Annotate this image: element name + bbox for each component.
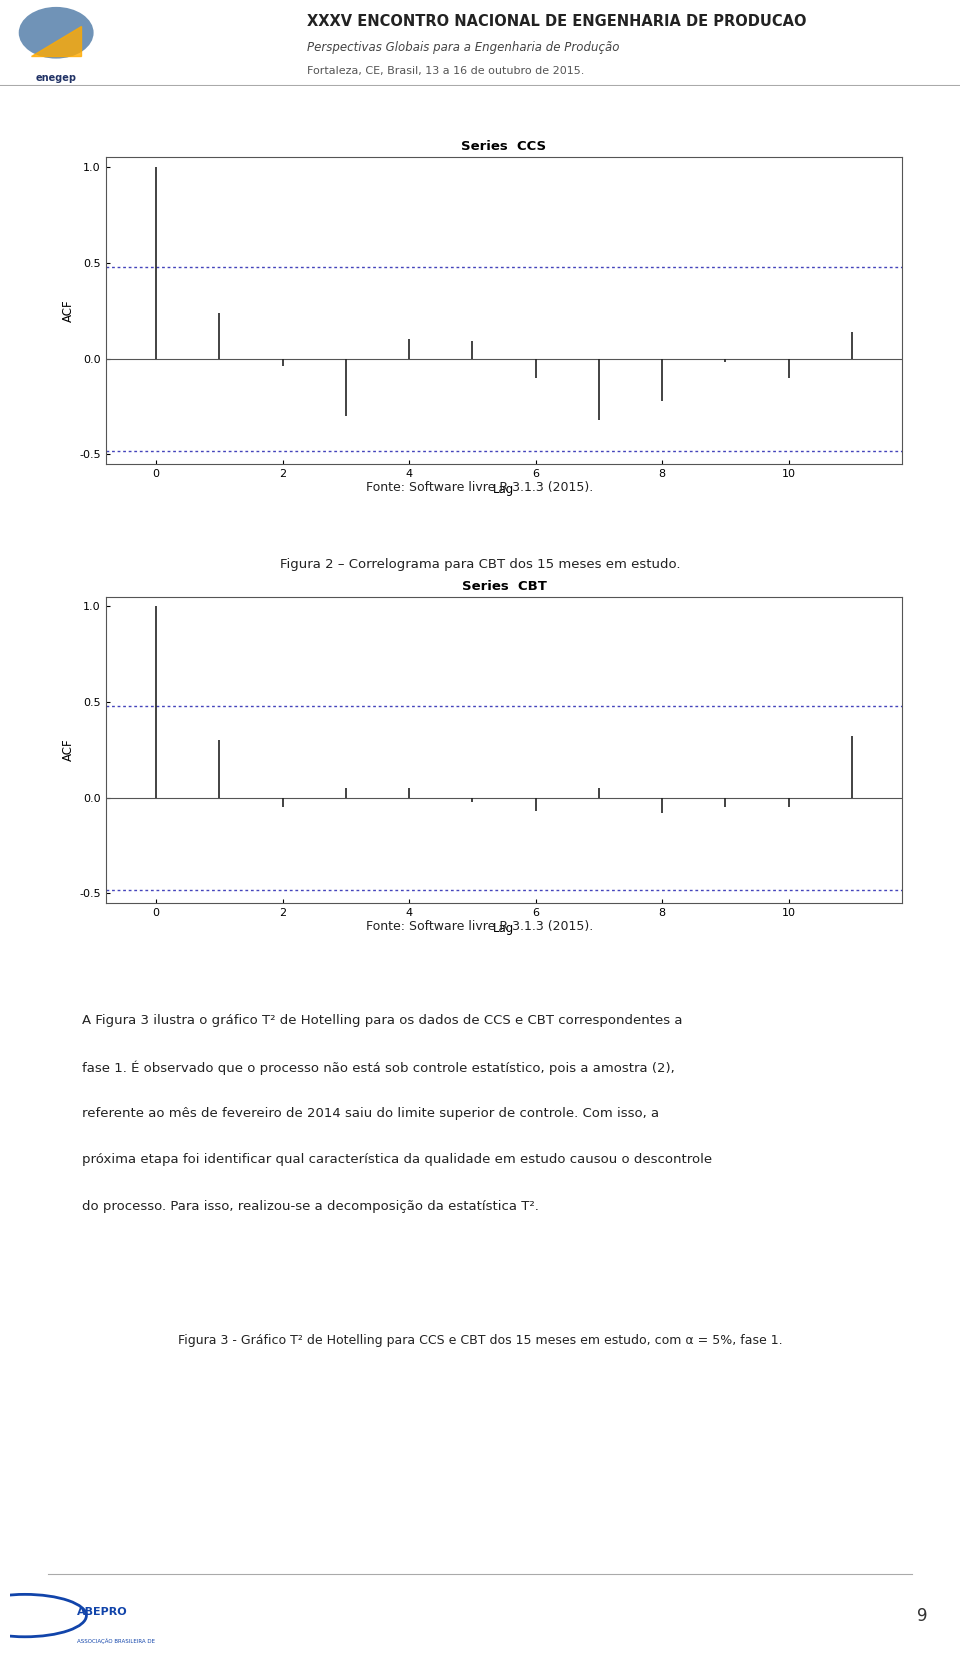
Title: Series  CBT: Series CBT [462, 580, 546, 593]
Text: enegep: enegep [36, 73, 77, 83]
Text: Fonte: Software livre R 3.1.3 (2015).: Fonte: Software livre R 3.1.3 (2015). [367, 481, 593, 494]
Text: 9: 9 [917, 1607, 927, 1624]
Polygon shape [31, 27, 81, 56]
Y-axis label: ACF: ACF [62, 739, 75, 761]
X-axis label: Lag: Lag [493, 921, 515, 935]
Text: ASSOCIAÇÃO BRASILEIRA DE: ASSOCIAÇÃO BRASILEIRA DE [77, 1637, 155, 1644]
Text: fase 1. É observado que o processo não está sob controle estatístico, pois a amo: fase 1. É observado que o processo não e… [82, 1060, 674, 1075]
Text: ABEPRO: ABEPRO [77, 1607, 128, 1617]
X-axis label: Lag: Lag [493, 482, 515, 495]
Text: A Figura 3 ilustra o gráfico T² de Hotelling para os dados de CCS e CBT correspo: A Figura 3 ilustra o gráfico T² de Hotel… [82, 1014, 683, 1027]
Text: Fortaleza, CE, Brasil, 13 a 16 de outubro de 2015.: Fortaleza, CE, Brasil, 13 a 16 de outubr… [307, 66, 585, 76]
Text: próxima etapa foi identificar qual característica da qualidade em estudo causou : próxima etapa foi identificar qual carac… [82, 1153, 711, 1167]
Text: do processo. Para isso, realizou-se a decomposição da estatística T².: do processo. Para isso, realizou-se a de… [82, 1200, 539, 1213]
Text: Figura 2 – Correlograma para CBT dos 15 meses em estudo.: Figura 2 – Correlograma para CBT dos 15 … [279, 558, 681, 572]
Circle shape [19, 7, 94, 58]
Text: Perspectivas Globais para a Engenharia de Produção: Perspectivas Globais para a Engenharia d… [307, 41, 620, 55]
Text: Figura 3 - Gráfico T² de Hotelling para CCS e CBT dos 15 meses em estudo, com α : Figura 3 - Gráfico T² de Hotelling para … [178, 1334, 782, 1347]
Text: XXXV ENCONTRO NACIONAL DE ENGENHARIA DE PRODUCAO: XXXV ENCONTRO NACIONAL DE ENGENHARIA DE … [307, 13, 806, 30]
Text: Fonte: Software livre R 3.1.3 (2015).: Fonte: Software livre R 3.1.3 (2015). [367, 920, 593, 933]
Title: Series  CCS: Series CCS [462, 141, 546, 154]
Text: referente ao mês de fevereiro de 2014 saiu do limite superior de controle. Com i: referente ao mês de fevereiro de 2014 sa… [82, 1107, 659, 1120]
Y-axis label: ACF: ACF [62, 300, 75, 321]
